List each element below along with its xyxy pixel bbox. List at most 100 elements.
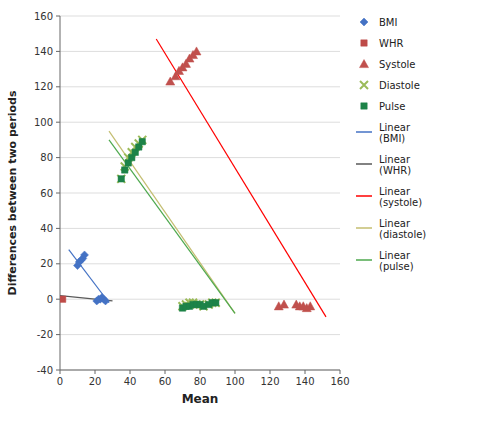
legend: BMIWHRSystoleDiastolePulseLinear(BMI)Lin…: [356, 17, 426, 272]
tick-label: 140: [295, 376, 314, 387]
trend-line: [156, 39, 326, 317]
legend-label-line: BMI: [379, 17, 397, 28]
point: [212, 299, 220, 307]
tick-label: 20: [40, 258, 53, 269]
tick-mark: [270, 370, 271, 374]
grid-line: [60, 86, 340, 87]
grid-line: [60, 370, 340, 371]
y-axis-label: Differences between two periods: [6, 90, 19, 295]
legend-marker: [361, 103, 367, 109]
legend-marker: [360, 81, 368, 89]
tick-mark: [56, 193, 60, 194]
grid-line: [60, 334, 340, 335]
legend-marker: [361, 40, 367, 46]
point: [60, 296, 66, 302]
tick-mark: [56, 157, 60, 158]
tick-mark: [56, 16, 60, 17]
legend-label: Diastole: [379, 80, 420, 91]
legend-label: BMI: [379, 17, 397, 28]
tick-mark: [165, 370, 166, 374]
point: [117, 175, 125, 183]
tick-label: 100: [34, 117, 53, 128]
tick-label: 40: [124, 376, 137, 387]
legend-label-line: Linear: [379, 218, 411, 229]
tick-mark: [235, 370, 236, 374]
tick-label: 40: [40, 223, 53, 234]
trend-line: [109, 140, 235, 313]
tick-label: -40: [37, 365, 53, 376]
grid-line: [60, 193, 340, 194]
tick-mark: [56, 263, 60, 264]
legend-marker: [360, 18, 368, 26]
legend-label: Pulse: [379, 101, 405, 112]
chart: -40-200204060801001201401600204060801001…: [0, 0, 500, 422]
point: [122, 167, 128, 173]
point: [102, 297, 110, 305]
tick-label: 120: [260, 376, 279, 387]
x-axis: [60, 370, 340, 371]
trend-lines: [60, 39, 326, 317]
legend-line: [356, 227, 372, 229]
legend-label-line: (diastole): [379, 229, 426, 240]
tick-mark: [95, 370, 96, 374]
tick-mark: [56, 122, 60, 123]
tick-label: 80: [194, 376, 207, 387]
tick-mark: [130, 370, 131, 374]
point: [81, 251, 89, 259]
legend-label-line: Linear: [379, 154, 411, 165]
tick-mark: [56, 334, 60, 335]
point: [213, 300, 219, 306]
tick-label: 160: [330, 376, 349, 387]
legend-label-line: WHR: [379, 38, 403, 49]
tick-mark: [56, 228, 60, 229]
legend-label-line: Pulse: [379, 101, 405, 112]
y-axis: [60, 16, 61, 370]
legend-label-line: (WHR): [379, 165, 411, 176]
point: [306, 302, 315, 310]
legend-label: Linear(WHR): [379, 154, 411, 176]
legend-line: [356, 259, 372, 261]
legend-label: Linear(diastole): [379, 218, 426, 240]
legend-label: Systole: [379, 59, 415, 70]
legend-label-line: (systole): [379, 197, 422, 208]
legend-marker: [360, 60, 369, 68]
tick-label: 100: [225, 376, 244, 387]
tick-label: -20: [37, 329, 53, 340]
plot-area: [60, 39, 326, 317]
tick-mark: [305, 370, 306, 374]
legend-label: Linear(pulse): [379, 250, 414, 272]
grid-line: [60, 122, 340, 123]
tick-mark: [56, 51, 60, 52]
legend-label: Linear(systole): [379, 186, 422, 208]
grid-line: [60, 16, 340, 17]
point: [139, 138, 145, 144]
legend-label-line: (BMI): [379, 133, 405, 144]
tick-label: 160: [34, 11, 53, 22]
grid-line: [60, 157, 340, 158]
tick-mark: [56, 370, 60, 371]
tick-label: 0: [57, 376, 63, 387]
point: [192, 47, 201, 55]
trend-line: [109, 131, 235, 313]
tick-label: 60: [40, 188, 53, 199]
point: [118, 176, 124, 182]
point: [280, 300, 289, 308]
legend-line: [356, 131, 372, 133]
tick-label: 60: [159, 376, 172, 387]
trend-line: [69, 250, 109, 303]
grid-line: [60, 51, 340, 52]
x-axis-label: Mean: [182, 392, 219, 406]
tick-label: 120: [34, 81, 53, 92]
legend-label: WHR: [379, 38, 403, 49]
legend-line: [356, 163, 372, 165]
point: [138, 136, 146, 144]
tick-label: 140: [34, 46, 53, 57]
legend-line: [356, 195, 372, 197]
tick-mark: [340, 370, 341, 374]
grid-line: [60, 228, 340, 229]
legend-label-line: (pulse): [379, 261, 414, 272]
legend-label-line: Linear: [379, 122, 411, 133]
legend-label: Linear(BMI): [379, 122, 411, 144]
legend-label-line: Diastole: [379, 80, 420, 91]
legend-label-line: Systole: [379, 59, 415, 70]
